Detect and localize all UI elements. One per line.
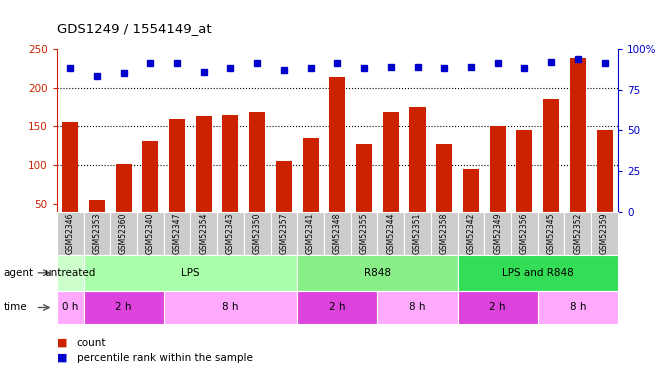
Bar	[249, 112, 265, 243]
Text: time: time	[3, 303, 27, 312]
Text: ■: ■	[57, 338, 67, 348]
Bar	[436, 144, 452, 243]
Bar	[89, 200, 105, 243]
Text: GSM52344: GSM52344	[386, 213, 395, 254]
Text: percentile rank within the sample: percentile rank within the sample	[77, 353, 253, 363]
Text: LPS: LPS	[181, 268, 200, 278]
Text: 8 h: 8 h	[222, 303, 238, 312]
Text: GSM52342: GSM52342	[466, 213, 476, 254]
Bar	[169, 118, 185, 243]
Bar	[116, 164, 132, 243]
Text: GSM52343: GSM52343	[226, 213, 235, 254]
Bar	[463, 169, 479, 243]
Text: GSM52358: GSM52358	[440, 213, 449, 254]
Bar	[543, 99, 559, 243]
Text: GSM52350: GSM52350	[253, 213, 262, 254]
Text: untreated: untreated	[45, 268, 96, 278]
Text: R848: R848	[364, 268, 391, 278]
Text: 2 h: 2 h	[329, 303, 345, 312]
Text: 2 h: 2 h	[116, 303, 132, 312]
Text: GDS1249 / 1554149_at: GDS1249 / 1554149_at	[57, 22, 211, 36]
Text: GSM52340: GSM52340	[146, 213, 155, 254]
Text: GSM52348: GSM52348	[333, 213, 342, 254]
Bar	[196, 116, 212, 243]
Text: agent: agent	[3, 268, 33, 278]
Text: LPS and R848: LPS and R848	[502, 268, 574, 278]
Text: GSM52349: GSM52349	[493, 213, 502, 254]
Text: GSM52357: GSM52357	[279, 213, 289, 254]
Bar	[356, 144, 372, 243]
Text: ■: ■	[57, 353, 67, 363]
Bar	[276, 161, 292, 243]
Text: GSM52356: GSM52356	[520, 213, 529, 254]
Text: 8 h: 8 h	[570, 303, 586, 312]
Text: 8 h: 8 h	[409, 303, 426, 312]
Bar	[303, 138, 319, 243]
Bar	[329, 77, 345, 243]
Text: GSM52347: GSM52347	[172, 213, 182, 254]
Bar	[570, 58, 586, 243]
Text: GSM52354: GSM52354	[199, 213, 208, 254]
Bar	[516, 130, 532, 243]
Text: GSM52359: GSM52359	[600, 213, 609, 254]
Text: 0 h: 0 h	[62, 303, 78, 312]
Text: 2 h: 2 h	[490, 303, 506, 312]
Bar	[222, 115, 238, 243]
Text: GSM52352: GSM52352	[573, 213, 582, 254]
Text: GSM52345: GSM52345	[546, 213, 556, 254]
Bar	[62, 122, 78, 243]
Text: GSM52360: GSM52360	[119, 213, 128, 254]
Text: count: count	[77, 338, 106, 348]
Text: GSM52353: GSM52353	[92, 213, 102, 254]
Text: GSM52346: GSM52346	[65, 213, 75, 254]
Text: GSM52351: GSM52351	[413, 213, 422, 254]
Bar	[409, 107, 426, 243]
Bar	[490, 126, 506, 243]
Bar	[142, 141, 158, 243]
Text: GSM52355: GSM52355	[359, 213, 369, 254]
Text: GSM52341: GSM52341	[306, 213, 315, 254]
Bar	[383, 112, 399, 243]
Bar	[597, 129, 613, 243]
